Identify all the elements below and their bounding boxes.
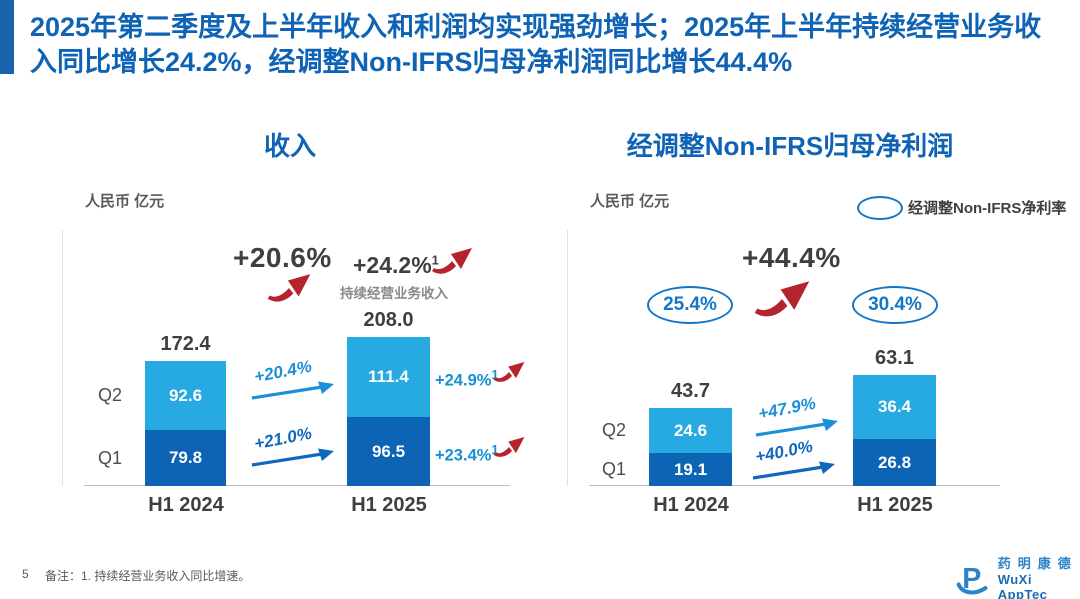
profit-2024-q2-segment: 24.6 — [649, 408, 732, 453]
footnote-marker: 1 — [491, 442, 499, 457]
revenue-continuing-growth: +24.2%1 — [353, 252, 439, 279]
profit-2025-q1-value: 26.8 — [877, 452, 912, 472]
revenue-q2-side-growth-value: +24.9% — [435, 371, 492, 390]
growth-up-arrow-icon — [267, 274, 311, 302]
growth-up-arrow-icon — [493, 361, 525, 382]
profit-x-axis — [589, 485, 1000, 486]
profit-chart-title: 经调整Non-IFRS归母净利润 — [626, 131, 954, 161]
revenue-2024-q1-value: 79.8 — [168, 448, 203, 467]
profit-2024-q1-segment: 19.1 — [649, 453, 732, 486]
revenue-continuing-label: 持续经营业务收入 — [340, 286, 448, 301]
blue-trend-arrow-icon — [251, 448, 334, 467]
profit-2025-q2-segment: 36.4 — [853, 375, 936, 439]
revenue-q2-label: Q2 — [98, 385, 123, 405]
revenue-q1-side-growth: +23.4%1 — [435, 442, 499, 466]
net-margin-legend-icon — [857, 196, 903, 220]
revenue-q2-side-growth: +24.9%1 — [435, 367, 499, 391]
revenue-2025-q1-value: 96.5 — [371, 441, 406, 461]
footnote: 备注：1. 持续经营业务收入同比增速。 — [45, 569, 251, 583]
revenue-continuing-growth-value: +24.2% — [353, 252, 432, 278]
blue-trend-arrow-icon — [755, 418, 838, 437]
revenue-chart-title: 收入 — [263, 131, 316, 161]
profit-total-growth: +44.4% — [742, 242, 841, 273]
header-accent-bar — [0, 0, 14, 74]
profit-2024-total: 43.7 — [671, 380, 710, 402]
revenue-2025-q1-segment: 96.5 — [347, 417, 430, 486]
revenue-2024-q2-value: 92.6 — [168, 385, 203, 405]
profit-2025-total: 63.1 — [875, 347, 914, 369]
net-margin-2024-badge: 25.4% — [647, 286, 733, 324]
profit-2025-q1-segment: 26.8 — [853, 439, 936, 486]
blue-trend-arrow-icon — [251, 381, 334, 400]
revenue-2024-q2-segment: 92.6 — [145, 361, 226, 430]
page-number: 5 — [22, 567, 29, 581]
net-margin-2024-value: 25.4% — [663, 294, 717, 315]
net-margin-2025-badge: 30.4% — [852, 286, 938, 324]
revenue-2025-x-label: H1 2025 — [351, 494, 427, 516]
logo-chinese-name: 药明康德 — [997, 557, 1078, 572]
net-margin-2025-value: 30.4% — [868, 294, 922, 315]
revenue-2025-total: 208.0 — [363, 309, 414, 331]
profit-y-axis — [567, 230, 568, 486]
revenue-q1-side-growth-value: +23.4% — [435, 446, 492, 465]
profit-2024-q1-value: 19.1 — [673, 459, 708, 479]
slide-title: 2025年第二季度及上半年收入和利润均实现强劲增长；2025年上半年持续经营业务… — [30, 12, 1042, 78]
logo-english-name: WuXi AppTec — [997, 571, 1048, 599]
growth-up-arrow-icon — [432, 248, 472, 274]
profit-2024-q2-value: 24.6 — [673, 420, 708, 440]
blue-trend-arrow-icon — [752, 461, 835, 480]
revenue-q1-label: Q1 — [98, 448, 123, 468]
revenue-unit-label: 人民币 亿元 — [85, 193, 165, 210]
company-logo: P 药明康德 WuXi AppTec — [956, 557, 1080, 599]
logo-text: 药明康德 WuXi AppTec — [997, 557, 1080, 599]
profit-2025-x-label: H1 2025 — [857, 494, 933, 516]
revenue-2024-q1-segment: 79.8 — [145, 430, 226, 486]
profit-unit-label: 人民币 亿元 — [590, 193, 670, 210]
profit-q1-label: Q1 — [602, 459, 627, 479]
profit-2025-q2-value: 36.4 — [877, 397, 912, 416]
revenue-2024-total: 172.4 — [160, 333, 211, 355]
revenue-x-axis — [84, 485, 510, 486]
profit-q2-label: Q2 — [602, 420, 627, 440]
revenue-2025-q2-value: 111.4 — [368, 367, 409, 386]
revenue-y-axis — [62, 230, 63, 486]
revenue-2024-x-label: H1 2024 — [148, 494, 224, 516]
growth-up-arrow-icon — [493, 436, 525, 457]
net-margin-legend-label: 经调整Non-IFRS净利率 — [908, 200, 1067, 217]
revenue-2025-q2-segment: 111.4 — [347, 337, 430, 417]
svg-text:P: P — [962, 563, 981, 595]
profit-2024-x-label: H1 2024 — [653, 494, 729, 516]
revenue-total-growth: +20.6% — [233, 242, 332, 273]
wuxi-apptec-logo-icon: P — [956, 563, 988, 595]
growth-up-arrow-icon — [754, 281, 810, 317]
footnote-marker: 1 — [491, 367, 499, 382]
footnote-marker: 1 — [431, 252, 439, 268]
